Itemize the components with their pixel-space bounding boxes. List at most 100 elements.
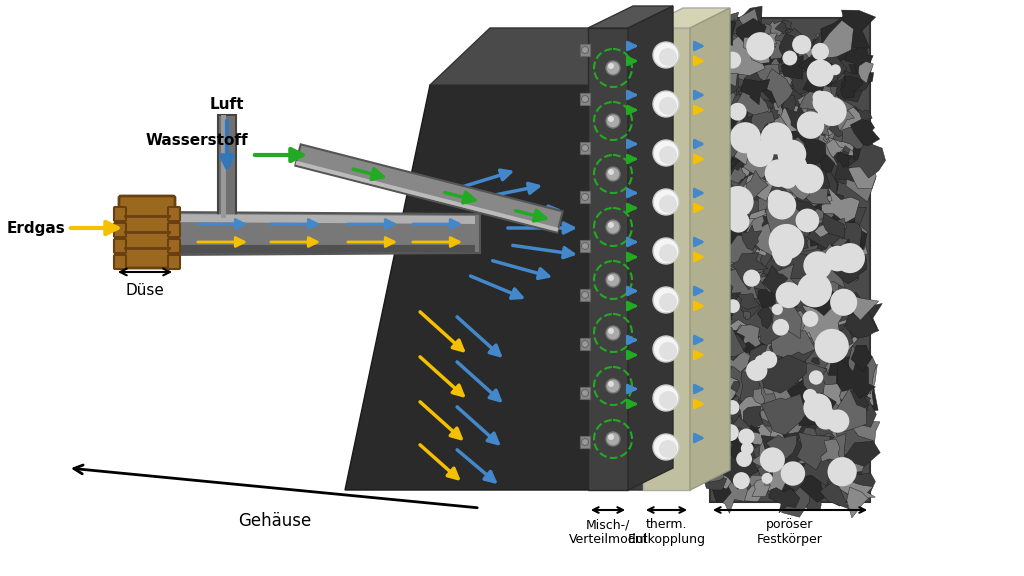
Polygon shape bbox=[829, 326, 842, 340]
Polygon shape bbox=[801, 70, 810, 84]
Polygon shape bbox=[775, 21, 791, 34]
Polygon shape bbox=[717, 431, 733, 449]
Polygon shape bbox=[756, 356, 765, 371]
Polygon shape bbox=[711, 478, 731, 503]
Polygon shape bbox=[776, 360, 809, 384]
Polygon shape bbox=[812, 64, 833, 88]
Polygon shape bbox=[799, 58, 840, 94]
Polygon shape bbox=[803, 77, 815, 92]
Circle shape bbox=[804, 251, 831, 280]
Polygon shape bbox=[792, 137, 826, 169]
Polygon shape bbox=[813, 209, 827, 219]
Polygon shape bbox=[736, 294, 761, 310]
Polygon shape bbox=[731, 278, 772, 319]
Polygon shape bbox=[762, 69, 794, 108]
Polygon shape bbox=[296, 161, 558, 232]
Circle shape bbox=[830, 65, 841, 75]
Polygon shape bbox=[770, 26, 794, 55]
Polygon shape bbox=[798, 170, 826, 209]
Polygon shape bbox=[768, 301, 787, 317]
Polygon shape bbox=[743, 36, 770, 63]
Polygon shape bbox=[840, 397, 855, 408]
Polygon shape bbox=[734, 399, 752, 420]
Circle shape bbox=[582, 194, 589, 200]
Polygon shape bbox=[827, 211, 866, 251]
Polygon shape bbox=[727, 264, 764, 299]
Polygon shape bbox=[780, 465, 797, 481]
Polygon shape bbox=[430, 28, 680, 85]
Polygon shape bbox=[760, 100, 783, 120]
Polygon shape bbox=[815, 207, 840, 233]
Polygon shape bbox=[808, 258, 841, 281]
Polygon shape bbox=[821, 12, 854, 47]
Polygon shape bbox=[814, 466, 857, 506]
Polygon shape bbox=[826, 219, 853, 247]
Circle shape bbox=[582, 47, 589, 54]
Circle shape bbox=[803, 389, 817, 403]
Circle shape bbox=[772, 319, 790, 336]
Polygon shape bbox=[807, 377, 828, 394]
Polygon shape bbox=[799, 71, 816, 87]
Polygon shape bbox=[849, 473, 876, 497]
Polygon shape bbox=[752, 236, 771, 249]
Polygon shape bbox=[785, 236, 808, 256]
Polygon shape bbox=[785, 418, 812, 438]
Polygon shape bbox=[762, 216, 771, 226]
Polygon shape bbox=[761, 163, 771, 173]
Bar bbox=[643, 28, 690, 490]
Polygon shape bbox=[785, 97, 818, 130]
Polygon shape bbox=[706, 354, 733, 383]
Circle shape bbox=[762, 473, 772, 484]
Circle shape bbox=[729, 103, 746, 120]
Polygon shape bbox=[751, 440, 781, 472]
Polygon shape bbox=[708, 122, 740, 164]
Polygon shape bbox=[849, 408, 864, 427]
Polygon shape bbox=[706, 152, 733, 191]
Polygon shape bbox=[705, 62, 738, 96]
Polygon shape bbox=[812, 86, 836, 111]
Polygon shape bbox=[345, 85, 620, 490]
Polygon shape bbox=[763, 109, 794, 132]
Polygon shape bbox=[741, 35, 752, 44]
Polygon shape bbox=[763, 232, 798, 280]
Polygon shape bbox=[779, 331, 815, 367]
Polygon shape bbox=[777, 305, 795, 320]
Circle shape bbox=[726, 300, 740, 313]
Polygon shape bbox=[763, 149, 793, 177]
Polygon shape bbox=[736, 86, 749, 100]
Polygon shape bbox=[723, 377, 739, 406]
Polygon shape bbox=[736, 18, 767, 56]
Polygon shape bbox=[708, 207, 752, 253]
Polygon shape bbox=[719, 219, 752, 243]
Polygon shape bbox=[735, 87, 769, 115]
Polygon shape bbox=[762, 343, 799, 382]
Polygon shape bbox=[814, 379, 843, 413]
Polygon shape bbox=[788, 44, 817, 79]
Polygon shape bbox=[769, 335, 797, 361]
Polygon shape bbox=[715, 386, 737, 404]
Polygon shape bbox=[802, 170, 838, 213]
Circle shape bbox=[777, 140, 806, 169]
Polygon shape bbox=[787, 343, 804, 363]
Polygon shape bbox=[800, 135, 839, 175]
Circle shape bbox=[807, 59, 834, 86]
Polygon shape bbox=[765, 21, 786, 36]
Polygon shape bbox=[709, 96, 718, 107]
Polygon shape bbox=[848, 124, 872, 156]
Polygon shape bbox=[723, 219, 754, 249]
Bar bbox=[218, 115, 236, 218]
Polygon shape bbox=[834, 420, 873, 457]
Polygon shape bbox=[850, 304, 870, 322]
Polygon shape bbox=[849, 346, 877, 394]
Circle shape bbox=[659, 440, 677, 458]
Polygon shape bbox=[855, 109, 872, 127]
Polygon shape bbox=[790, 161, 822, 181]
Polygon shape bbox=[745, 419, 773, 449]
Polygon shape bbox=[818, 44, 833, 56]
Circle shape bbox=[582, 96, 589, 103]
Polygon shape bbox=[745, 399, 765, 414]
Text: Wasserstoff: Wasserstoff bbox=[145, 133, 248, 148]
Polygon shape bbox=[728, 20, 743, 34]
Circle shape bbox=[606, 379, 620, 393]
Polygon shape bbox=[727, 235, 754, 271]
